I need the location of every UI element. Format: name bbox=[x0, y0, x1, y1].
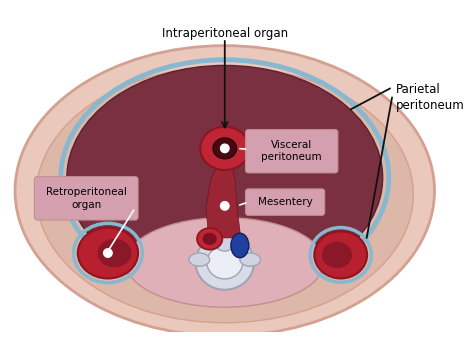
Ellipse shape bbox=[314, 231, 367, 278]
Polygon shape bbox=[206, 163, 241, 238]
Text: Mesentery: Mesentery bbox=[258, 197, 312, 207]
Circle shape bbox=[104, 249, 112, 257]
FancyBboxPatch shape bbox=[246, 189, 325, 215]
Ellipse shape bbox=[98, 239, 131, 267]
Ellipse shape bbox=[126, 218, 324, 307]
FancyBboxPatch shape bbox=[35, 177, 138, 220]
Text: Visceral
peritoneum: Visceral peritoneum bbox=[261, 140, 322, 162]
Circle shape bbox=[220, 202, 229, 210]
Ellipse shape bbox=[15, 45, 435, 336]
Ellipse shape bbox=[213, 138, 237, 159]
Text: Parietal
peritoneum: Parietal peritoneum bbox=[395, 83, 464, 112]
Text: Retroperitoneal
organ: Retroperitoneal organ bbox=[46, 187, 127, 210]
Ellipse shape bbox=[322, 242, 352, 268]
Ellipse shape bbox=[231, 233, 249, 258]
Ellipse shape bbox=[214, 232, 235, 251]
Ellipse shape bbox=[207, 246, 243, 279]
Circle shape bbox=[220, 144, 229, 153]
Ellipse shape bbox=[196, 235, 254, 290]
Ellipse shape bbox=[240, 253, 261, 266]
Ellipse shape bbox=[201, 127, 249, 170]
Ellipse shape bbox=[67, 65, 383, 290]
Ellipse shape bbox=[197, 228, 222, 250]
Ellipse shape bbox=[78, 227, 138, 278]
Ellipse shape bbox=[202, 233, 217, 245]
FancyBboxPatch shape bbox=[246, 130, 338, 173]
Ellipse shape bbox=[36, 66, 413, 323]
Ellipse shape bbox=[189, 253, 210, 266]
Text: Intraperitoneal organ: Intraperitoneal organ bbox=[162, 27, 288, 40]
